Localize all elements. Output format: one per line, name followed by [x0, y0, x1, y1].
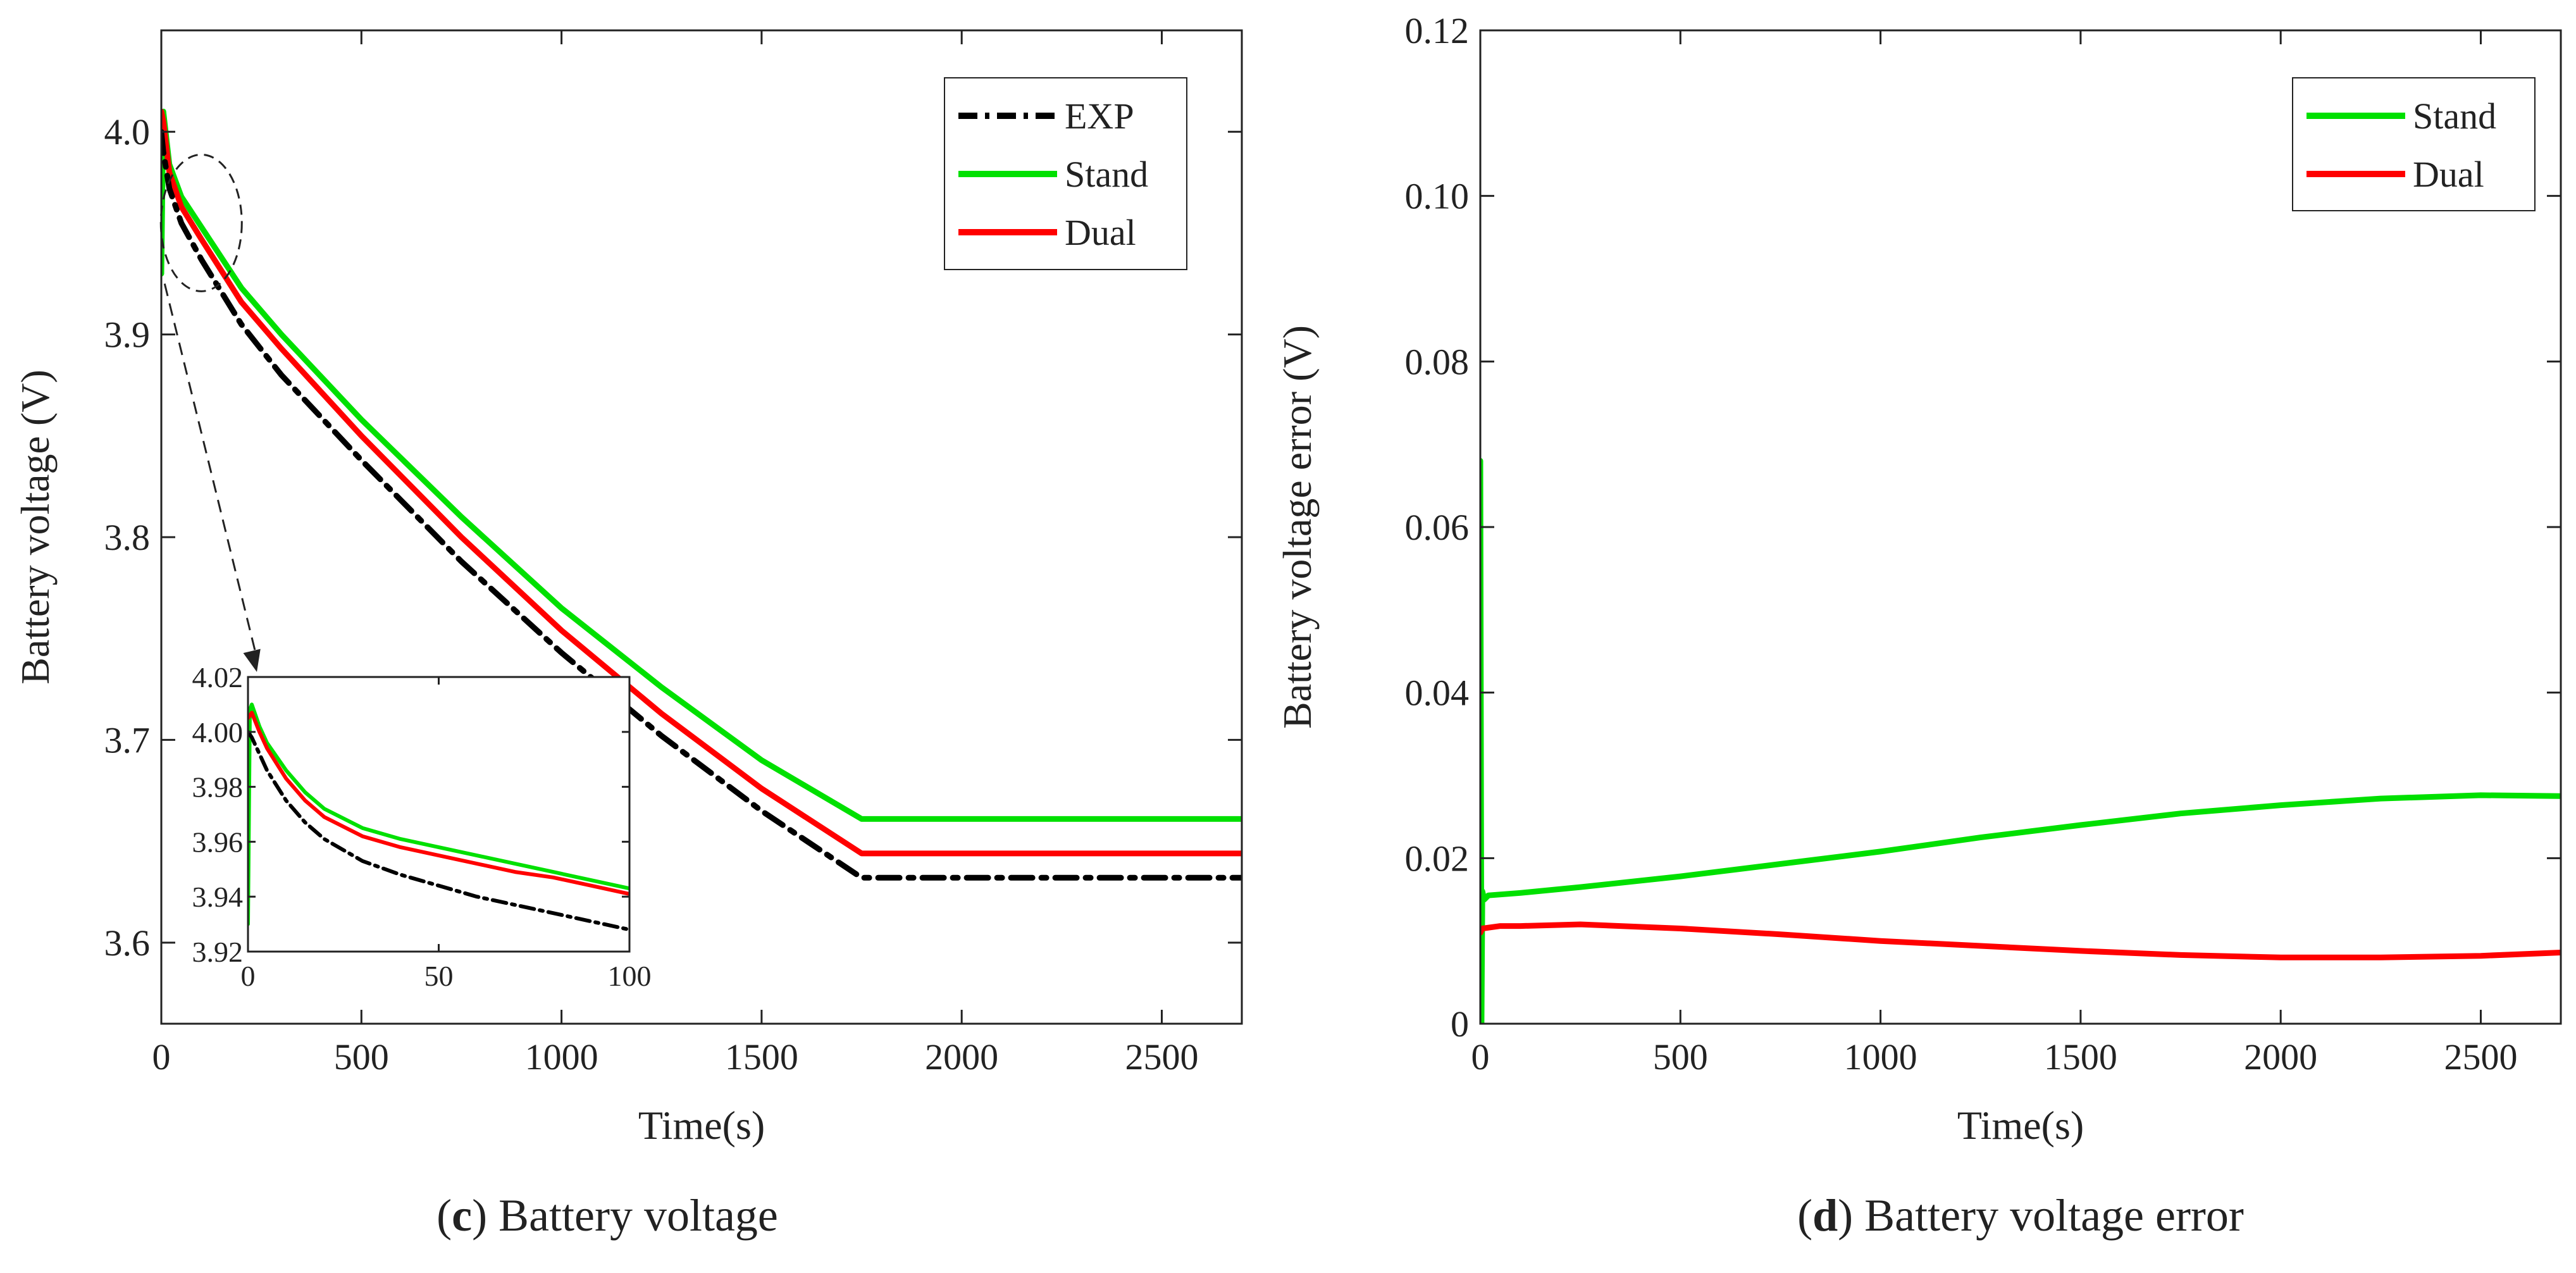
y-axis-label: Battery voltage (V) [13, 369, 58, 685]
inset-series-dual [248, 711, 629, 896]
y-tick-label: 3.9 [104, 314, 151, 356]
x-tick-label: 2500 [1125, 1036, 1198, 1077]
zoom-arrow-head [243, 649, 261, 672]
inset-x-tick-label: 0 [241, 960, 256, 992]
caption: (d) Battery voltage error [1797, 1190, 2244, 1241]
y-tick-label: 0.04 [1405, 673, 1470, 714]
caption-text: Battery voltage [487, 1190, 778, 1241]
y-tick-label: 0.06 [1405, 507, 1470, 548]
x-tick-label: 1000 [1844, 1036, 1917, 1077]
inset-x-tick-label: 50 [424, 960, 454, 992]
y-tick-label: 0.10 [1405, 176, 1470, 217]
inset-y-tick-label: 3.98 [192, 771, 244, 804]
zoom-ellipse [159, 153, 243, 292]
caption-paren-open: ( [1797, 1190, 1812, 1241]
inset-background [248, 677, 629, 952]
series-line-dual [161, 108, 1242, 857]
series-line-stand [1480, 457, 2561, 1024]
caption: (c) Battery voltage [437, 1190, 778, 1241]
legend-box [2292, 77, 2536, 211]
x-tick-label: 1500 [725, 1036, 798, 1077]
inset-series-stand [248, 702, 629, 926]
y-axis-label: Battery voltage error (V) [1275, 325, 1320, 729]
caption-paren-open: ( [437, 1190, 452, 1241]
y-tick-label: 3.7 [104, 719, 151, 761]
x-tick-label: 500 [1653, 1036, 1708, 1077]
y-tick-label: 3.8 [104, 517, 151, 558]
inset-group: 0 50 100 3.92 3.94 3.96 3.98 4.00 4.02 [192, 661, 652, 992]
inset-y-tick-label: 3.92 [192, 936, 244, 968]
caption-letter: d [1812, 1190, 1838, 1241]
x-tick-label: 0 [152, 1036, 171, 1077]
x-axis-label: Time(s) [638, 1103, 765, 1148]
chart-panel-c: 0 500 1000 1500 2000 25003.63.73.83.94.0Time(… [13, 29, 1243, 1241]
inset-series-exp [248, 730, 629, 932]
series-group [161, 108, 1242, 881]
y-tick-label: 4.0 [104, 111, 151, 152]
series-line-exp [161, 128, 1242, 881]
y-tick-label: 0.02 [1405, 838, 1470, 879]
series-line-dual [1480, 921, 2561, 960]
zoom-arrow-line [163, 283, 258, 659]
inset-y-tick-label: 4.00 [192, 716, 244, 748]
caption-paren-close: ) [1838, 1190, 1853, 1241]
series-group [1480, 457, 2561, 1024]
plot-frame [160, 29, 1243, 1025]
x-tick-label: 1500 [2044, 1036, 2117, 1077]
caption-paren-close: ) [472, 1190, 487, 1241]
legend-label-stand: Stand [2413, 96, 2496, 137]
legend-label-exp: EXP [1065, 96, 1134, 137]
y-tick-label: 0.12 [1405, 10, 1470, 51]
caption-text: Battery voltage error [1853, 1190, 2244, 1241]
inset-y-tick-label: 3.96 [192, 826, 244, 858]
y-tick-label: 3.6 [104, 922, 151, 964]
inset-series-group [248, 702, 629, 932]
caption-letter: c [452, 1190, 472, 1241]
chart-panel-d: 0 500 1000 1500 2000 2500 0 0.02 0.04 0.06 0.08 0.1… [1275, 10, 2562, 1241]
x-tick-label: 500 [334, 1036, 389, 1077]
y-tick-label: 0.08 [1405, 341, 1470, 382]
inset-y-tick-label: 4.02 [192, 661, 244, 693]
legend-label-dual: Dual [2413, 154, 2484, 195]
x-tick-label: 2000 [2244, 1036, 2317, 1077]
x-tick-label: 0 [1471, 1036, 1490, 1077]
inset-y-tick-label: 3.94 [192, 881, 244, 913]
x-tick-label: 2500 [2444, 1036, 2517, 1077]
x-tick-label: 1000 [525, 1036, 598, 1077]
x-axis-label: Time(s) [1957, 1103, 2084, 1148]
legend-label-dual: Dual [1065, 212, 1136, 253]
y-tick-label: 0 [1451, 1003, 1469, 1045]
series-line-stand [161, 108, 1242, 822]
x-tick-label: 2000 [925, 1036, 998, 1077]
inset-x-tick-label: 100 [608, 960, 652, 992]
legend-label-stand: Stand [1065, 154, 1148, 195]
